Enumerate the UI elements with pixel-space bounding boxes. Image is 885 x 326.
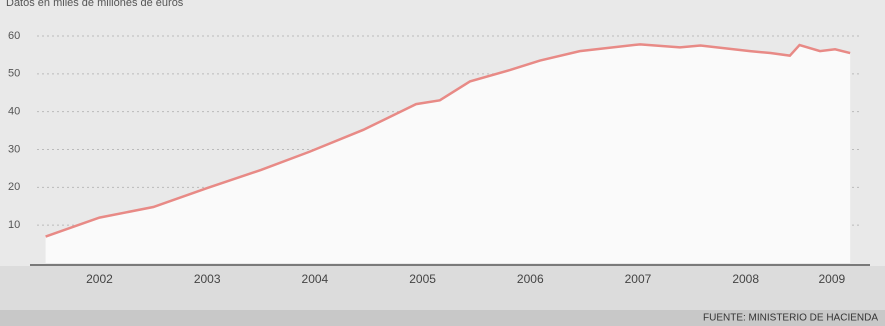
x-tick-label: 2008 xyxy=(732,272,759,286)
area xyxy=(45,44,851,263)
y-tick-label: 10 xyxy=(8,219,20,231)
y-tick-label: 20 xyxy=(8,181,20,193)
plot: 10 20 30 40 50 60 2002 2003 2004 2005 2006 2007 2008… xyxy=(8,30,870,286)
y-tick-label: 60 xyxy=(8,30,20,42)
x-tick-label: 2002 xyxy=(86,272,113,286)
y-tick-label: 30 xyxy=(8,143,20,155)
x-tick-label: 2004 xyxy=(302,272,329,286)
line xyxy=(45,43,851,238)
source: FUENTE: MINISTERIO DE HACIENDA xyxy=(703,313,878,324)
x-tick-label: 2006 xyxy=(517,272,544,286)
x-tick-label: 2009 xyxy=(818,272,845,286)
x-axis-band xyxy=(0,266,885,310)
x-tick-label: 2003 xyxy=(194,272,221,286)
chart-subtitle: Datos en miles de millones de euros xyxy=(6,0,184,9)
footer-band xyxy=(0,310,885,326)
y-tick-label: 50 xyxy=(8,68,20,80)
y-tick-label: 40 xyxy=(8,106,20,118)
x-tick-label: 2007 xyxy=(625,272,652,286)
x-tick-label: 2005 xyxy=(409,272,436,286)
